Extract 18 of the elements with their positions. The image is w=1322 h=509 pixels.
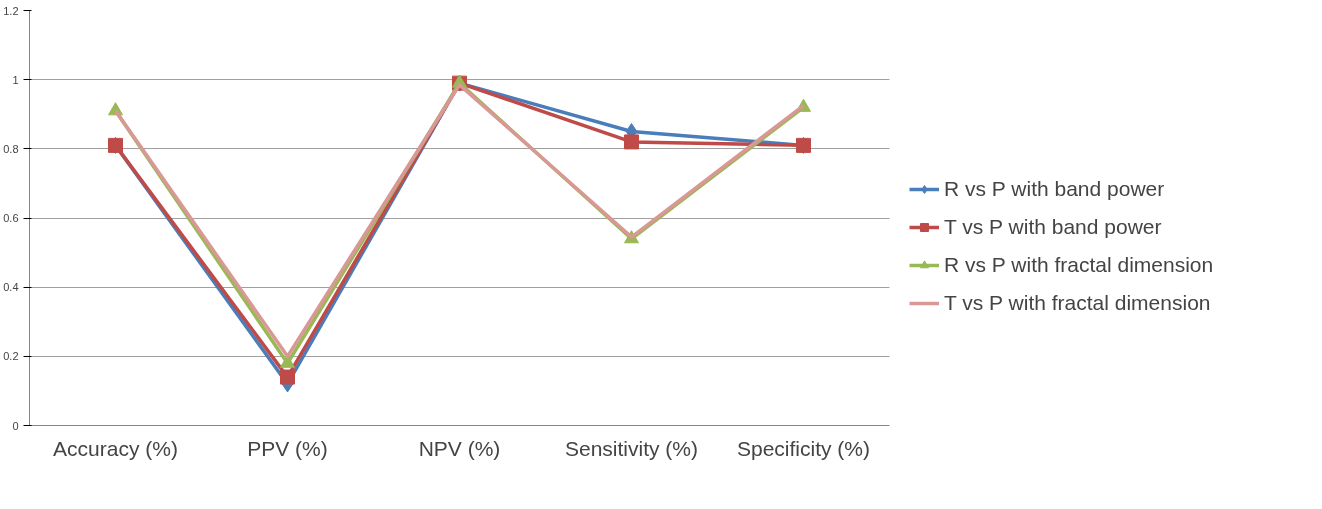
x-tick-label: NPV (%) [418,436,501,460]
y-tick-label: 1.2 [3,4,19,17]
y-tick-label: 1 [12,73,19,86]
y-tick-label: 0 [12,419,19,432]
x-tick-label: Specificity (%) [736,436,871,460]
legend-label: R vs P with fractal dimension [944,253,1214,277]
x-tick-label: Accuracy (%) [53,436,178,460]
point [624,134,639,150]
x-tick-label: Sensitivity (%) [564,436,699,460]
legend-label: T vs P with fractal dimension [944,291,1211,315]
y-tick-label: 0.6 [3,212,19,224]
y-tick-label: 0.8 [3,142,19,155]
legend-label: R vs P with band power [944,177,1165,201]
y-tick-label: 0.2 [3,350,19,363]
point [280,369,295,385]
y-tick-label: 0.4 [3,281,19,294]
legend-label: T vs P with band power [944,215,1162,239]
x-tick-label: PPV (%) [247,436,328,460]
